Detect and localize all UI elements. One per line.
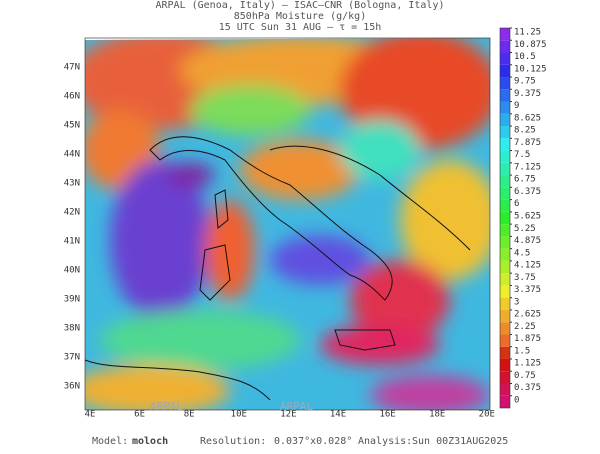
colorbar-label: 6.75: [514, 175, 536, 185]
colorbar-segment: [500, 113, 510, 127]
colorbar-label: 4.125: [514, 261, 541, 271]
footer-label: Model:: [92, 436, 128, 447]
colorbar-segment: [500, 273, 510, 286]
colorbar-segment: [500, 334, 510, 347]
colorbar-segment: [500, 28, 510, 41]
colorbar-segment: [500, 40, 510, 53]
colorbar-frame: [499, 27, 511, 409]
colorbar-label: 10.125: [514, 64, 547, 74]
lat-label: 39N: [64, 295, 80, 305]
watermark: ARPAL: [150, 400, 183, 413]
colorbar-segment: [500, 64, 510, 78]
watermark: ARPAL: [280, 400, 313, 413]
header-line: 15 UTC Sun 31 AUG – τ = 15h: [219, 22, 382, 33]
colorbar-label: 4.875: [514, 236, 541, 246]
footer-value: Sun 00Z31AUG2025: [412, 436, 508, 447]
lat-label: 42N: [64, 208, 80, 218]
lon-label: 6E: [134, 410, 145, 420]
lon-label: 18E: [429, 410, 445, 420]
colorbar-segment: [500, 101, 510, 114]
lat-label: 40N: [64, 266, 80, 276]
colorbar-label: 7.5: [514, 150, 530, 160]
colorbar-segment: [500, 138, 510, 151]
colorbar-label: 2.25: [514, 322, 536, 332]
lat-label: 43N: [64, 179, 80, 189]
colorbar-label: 9: [514, 101, 519, 111]
colorbar-label: 5.25: [514, 224, 536, 234]
colorbar-segment: [500, 236, 510, 249]
colorbar-label: 8.25: [514, 126, 536, 136]
colorbar-segment: [500, 175, 510, 188]
colorbar-segment: [500, 358, 510, 372]
colorbar-label: 6: [514, 199, 519, 209]
lon-label: 4E: [85, 410, 96, 420]
colorbar-segment: [500, 322, 510, 335]
header-line: 850hPa Moisture (g/kg): [234, 11, 366, 22]
colorbar-segment: [500, 187, 510, 200]
colorbar-segment: [500, 199, 510, 212]
colorbar-segment: [500, 224, 510, 237]
colorbar-segment: [500, 371, 510, 384]
lon-label: 10E: [231, 410, 247, 420]
colorbar-label: 0.75: [514, 371, 536, 381]
footer-label: Analysis:: [358, 436, 412, 447]
lon-label: 20E: [479, 410, 495, 420]
footer-value: 0.037°x0.028°: [274, 436, 352, 447]
colorbar-segment: [500, 395, 510, 408]
colorbar-segment: [500, 126, 510, 139]
colorbar-label: 10.875: [514, 40, 547, 50]
lat-label: 44N: [64, 150, 80, 160]
colorbar-label: 9.75: [514, 77, 536, 87]
lat-label: 45N: [64, 121, 80, 131]
colorbar-segment: [500, 162, 510, 176]
colorbar-segment: [500, 346, 510, 359]
colorbar-segment: [500, 89, 510, 102]
lat-label: 46N: [64, 92, 80, 102]
colorbar-segment: [500, 77, 510, 90]
colorbar-segment: [500, 297, 510, 310]
colorbar-label: 1.5: [514, 346, 530, 356]
colorbar-segment: [500, 309, 510, 323]
colorbar-label: 3.375: [514, 285, 541, 295]
colorbar-label: 11.25: [514, 28, 541, 38]
colorbar-label: 6.375: [514, 187, 541, 197]
map-frame: [84, 37, 491, 411]
colorbar-segment: [500, 260, 510, 274]
moisture-field: [85, 38, 490, 410]
colorbar-segment: [500, 150, 510, 163]
colorbar-label: 1.125: [514, 359, 541, 369]
lat-label: 37N: [64, 353, 80, 363]
colorbar-segment: [500, 52, 510, 65]
colorbar-label: 10.5: [514, 52, 536, 62]
colorbar-label: 0.375: [514, 383, 541, 393]
colorbar-segment: [500, 248, 510, 261]
lon-label: 12E: [280, 410, 296, 420]
colorbar-label: 3.75: [514, 273, 536, 283]
colorbar-label: 7.875: [514, 138, 541, 148]
colorbar-segment: [500, 383, 510, 396]
lon-label: 8E: [184, 410, 195, 420]
colorbar-label: 9.375: [514, 89, 541, 99]
header-line: ARPAL (Genoa, Italy) – ISAC–CNR (Bologna…: [156, 0, 445, 11]
lat-label: 47N: [64, 63, 80, 73]
colorbar-label: 8.625: [514, 113, 541, 123]
lon-label: 16E: [379, 410, 395, 420]
footer-label: Resolution:: [200, 436, 266, 447]
colorbar-label: 0: [514, 395, 519, 405]
lat-label: 38N: [64, 324, 80, 334]
colorbar-label: 2.625: [514, 310, 541, 320]
lon-label: 14E: [330, 410, 346, 420]
lat-label: 41N: [64, 237, 80, 247]
colorbar-segment: [500, 285, 510, 298]
colorbar-label: 3: [514, 297, 519, 307]
footer-value: moloch: [132, 436, 168, 447]
colorbar-label: 1.875: [514, 334, 541, 344]
colorbar-label: 5.625: [514, 212, 541, 222]
colorbar-label: 4.5: [514, 248, 530, 258]
colorbar-segment: [500, 211, 510, 225]
lat-label: 36N: [64, 382, 80, 392]
colorbar-label: 7.125: [514, 162, 541, 172]
